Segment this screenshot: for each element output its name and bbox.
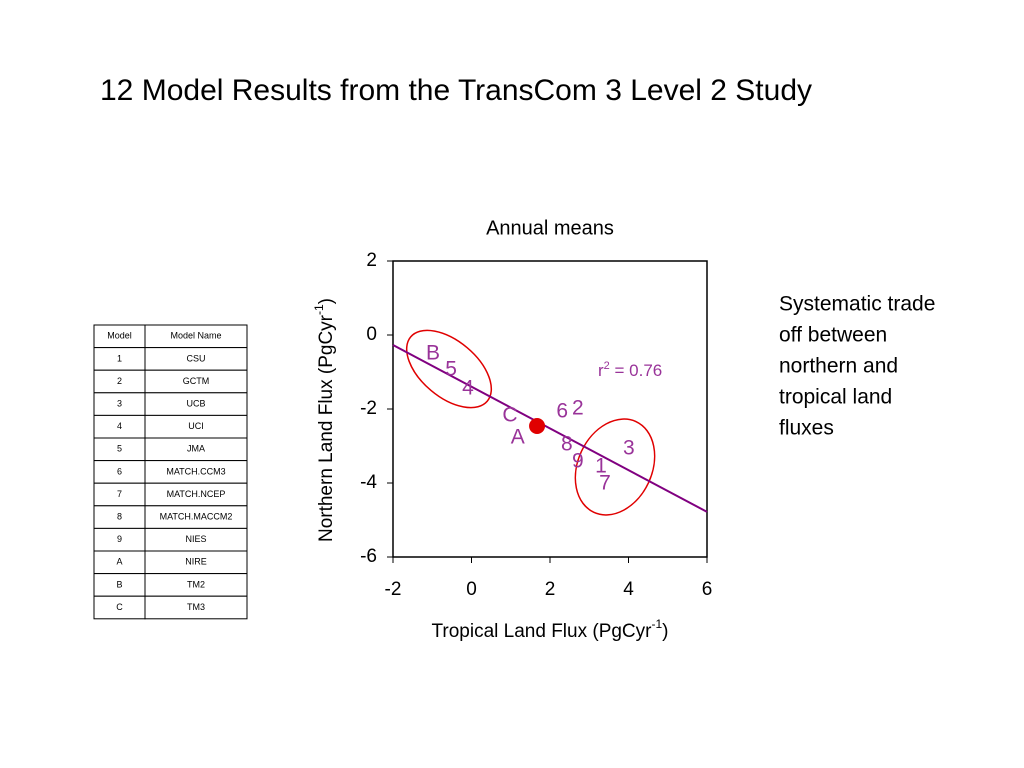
point-label: A xyxy=(511,425,525,448)
chart-title: Annual means xyxy=(486,217,614,239)
cell-text: MATCH.CCM3 xyxy=(166,466,225,476)
y-tick-label: -2 xyxy=(360,398,377,419)
point-label: 2 xyxy=(572,397,584,420)
r2-annotation: r2 = 0.76 xyxy=(598,360,662,381)
point-label: 9 xyxy=(572,449,584,472)
cell-text: 8 xyxy=(117,511,122,521)
x-axis-label-part: -1 xyxy=(651,617,662,631)
cell-text: UCI xyxy=(188,421,204,431)
note-line: off between xyxy=(779,324,887,347)
cell-text: C xyxy=(116,602,123,612)
y-axis-label-part: Northern Land Flux (PgCyr xyxy=(316,314,337,542)
cell-text: 9 xyxy=(117,534,122,544)
cell-text: 2 xyxy=(117,376,122,386)
table-cell xyxy=(144,595,248,620)
point-label: C xyxy=(502,404,517,427)
cell-text: B xyxy=(116,579,122,589)
cell-text: 1 xyxy=(117,353,122,363)
y-tick-label: 0 xyxy=(366,324,377,345)
cell-text: CSU xyxy=(186,353,205,363)
cell-text: NIRE xyxy=(185,557,207,567)
note-line: tropical land xyxy=(779,386,892,409)
point-label: 8 xyxy=(561,432,573,455)
cell-text: NIES xyxy=(185,534,206,544)
model-table: Model Model Name 1 CSU 2 GCTM 3 UCB 4 UCI 5 JMA 6 MAT… xyxy=(93,324,248,620)
slide-title: 12 Model Results from the TransCom 3 Lev… xyxy=(100,74,812,107)
x-axis-label-part: Tropical Land Flux (PgCyr xyxy=(432,621,653,642)
point-label: 7 xyxy=(599,472,611,495)
side-note: Systematic trade off between northern and t… xyxy=(779,293,935,440)
x-axis-label-part: ) xyxy=(662,621,668,642)
plot-frame xyxy=(392,260,708,558)
cell-text: JMA xyxy=(187,444,205,454)
cell-text: 6 xyxy=(117,466,122,476)
y-axis-label: Northern Land Flux (PgCyr-1) xyxy=(312,298,337,542)
cluster-ellipse xyxy=(574,418,656,516)
note-line: northern and xyxy=(779,355,898,378)
fit-line xyxy=(392,344,708,513)
cell-text: 4 xyxy=(117,421,122,431)
y-axis-label-part: ) xyxy=(316,298,337,304)
cell-text: UCB xyxy=(186,398,205,408)
x-tick-label: 4 xyxy=(623,579,634,600)
x-tick-label: 0 xyxy=(466,579,477,600)
cell-text: MATCH.MACCM2 xyxy=(160,511,233,521)
r2-part: r xyxy=(598,361,604,380)
cell-text: 5 xyxy=(117,444,122,454)
x-tick-label: 6 xyxy=(702,579,713,600)
cluster-ellipse xyxy=(405,329,493,409)
x-axis-label: Tropical Land Flux (PgCyr-1) xyxy=(432,617,669,642)
chart: Annual means -2 0 2 4 6 -6 -4 -2 0 2 Tropical Land… xyxy=(312,217,712,642)
note-line: Systematic trade xyxy=(779,293,935,316)
cell-text: TM2 xyxy=(187,579,205,589)
y-tick-label: 2 xyxy=(366,250,377,271)
x-tick-label: 2 xyxy=(545,579,556,600)
highlight-point xyxy=(529,418,546,435)
x-tick-label: -2 xyxy=(385,579,402,600)
note-line: fluxes xyxy=(779,417,834,440)
cell-text: GCTM xyxy=(183,376,210,386)
cell-text: Model Name xyxy=(170,331,221,341)
point-label: 6 xyxy=(556,400,568,423)
y-axis-label-part: -1 xyxy=(312,304,326,315)
point-label: 1 xyxy=(595,455,607,478)
y-tick-label: -6 xyxy=(360,546,377,567)
cell-text: Model xyxy=(107,331,132,341)
point-label: 3 xyxy=(623,437,635,460)
cell-text: A xyxy=(116,557,122,567)
cell-text: MATCH.NCEP xyxy=(167,489,226,499)
cell-text: 7 xyxy=(117,489,122,499)
r2-part: = 0.76 xyxy=(610,361,662,380)
r2-part: 2 xyxy=(604,360,610,372)
cell-text: TM3 xyxy=(187,602,205,612)
point-label: 4 xyxy=(462,377,474,400)
cell-text: 3 xyxy=(117,398,122,408)
point-label: B xyxy=(426,341,440,364)
point-label: 5 xyxy=(445,358,457,381)
y-tick-label: -4 xyxy=(360,472,377,493)
